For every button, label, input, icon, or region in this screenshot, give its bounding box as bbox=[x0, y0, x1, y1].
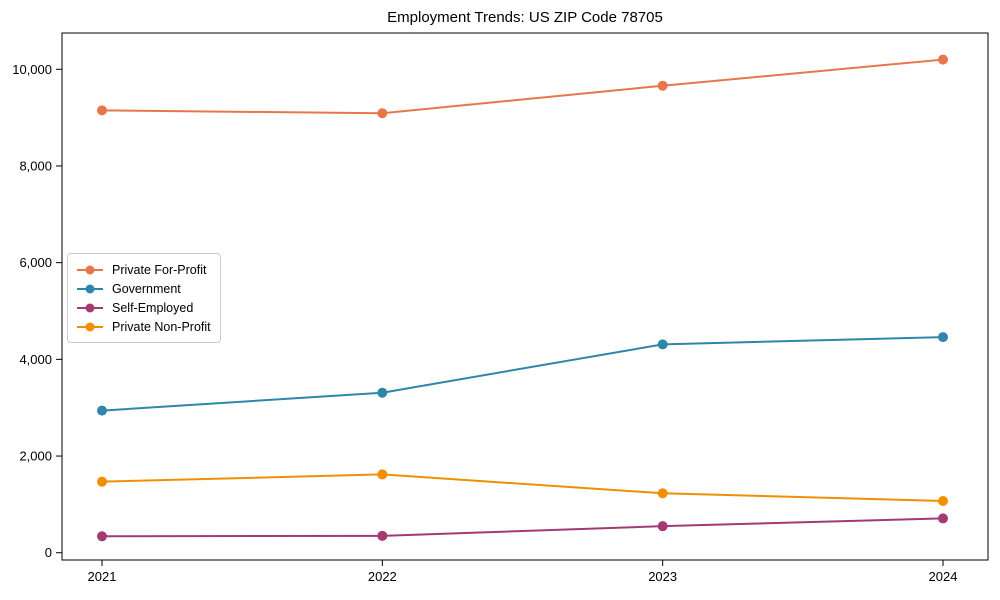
data-point bbox=[657, 521, 668, 532]
series-line bbox=[101, 473, 944, 503]
legend-item: Self-Employed bbox=[76, 298, 211, 317]
y-tick-label: 6,000 bbox=[19, 255, 52, 270]
y-tick-label: 4,000 bbox=[19, 352, 52, 367]
data-point bbox=[377, 387, 388, 398]
data-point bbox=[97, 105, 107, 116]
y-tick-label: 2,000 bbox=[19, 449, 52, 464]
data-point bbox=[97, 405, 107, 416]
data-point bbox=[938, 54, 948, 65]
series-line bbox=[101, 336, 944, 412]
data-point bbox=[938, 513, 948, 524]
legend-label: Private For-Profit bbox=[112, 262, 207, 277]
data-point bbox=[377, 530, 388, 541]
data-point bbox=[657, 339, 668, 350]
legend-line-marker-icon bbox=[77, 322, 103, 331]
data-point bbox=[377, 469, 388, 480]
data-point bbox=[657, 80, 668, 91]
legend-item: Private For-Profit bbox=[76, 260, 211, 279]
data-point bbox=[97, 476, 107, 487]
x-tick-label: 2024 bbox=[929, 569, 958, 584]
y-tick-label: 10,000 bbox=[12, 62, 52, 77]
series-line bbox=[101, 58, 944, 115]
legend-item: Government bbox=[76, 279, 211, 298]
y-tick-label: 0 bbox=[45, 545, 52, 560]
legend-line-marker-icon bbox=[77, 265, 103, 274]
plot-area-border bbox=[61, 32, 989, 561]
legend-label: Self-Employed bbox=[112, 300, 194, 315]
legend-line-marker-icon bbox=[77, 284, 103, 293]
legend-line-marker-icon bbox=[77, 303, 103, 312]
x-tick-label: 2022 bbox=[368, 569, 397, 584]
x-tick-label: 2023 bbox=[648, 569, 677, 584]
data-point bbox=[377, 108, 388, 119]
data-point bbox=[938, 496, 948, 507]
chart-title: Employment Trends: US ZIP Code 78705 bbox=[387, 9, 663, 26]
data-point bbox=[938, 332, 948, 343]
series-line bbox=[101, 517, 944, 538]
data-point bbox=[97, 531, 107, 542]
legend-label: Government bbox=[112, 281, 181, 296]
legend-label: Private Non-Profit bbox=[112, 319, 211, 334]
y-tick-label: 8,000 bbox=[19, 158, 52, 173]
data-point bbox=[657, 488, 668, 499]
legend: Private For-Profit Government Self-Employe… bbox=[67, 253, 221, 343]
legend-item: Private Non-Profit bbox=[76, 317, 211, 336]
x-tick-label: 2021 bbox=[88, 569, 117, 584]
